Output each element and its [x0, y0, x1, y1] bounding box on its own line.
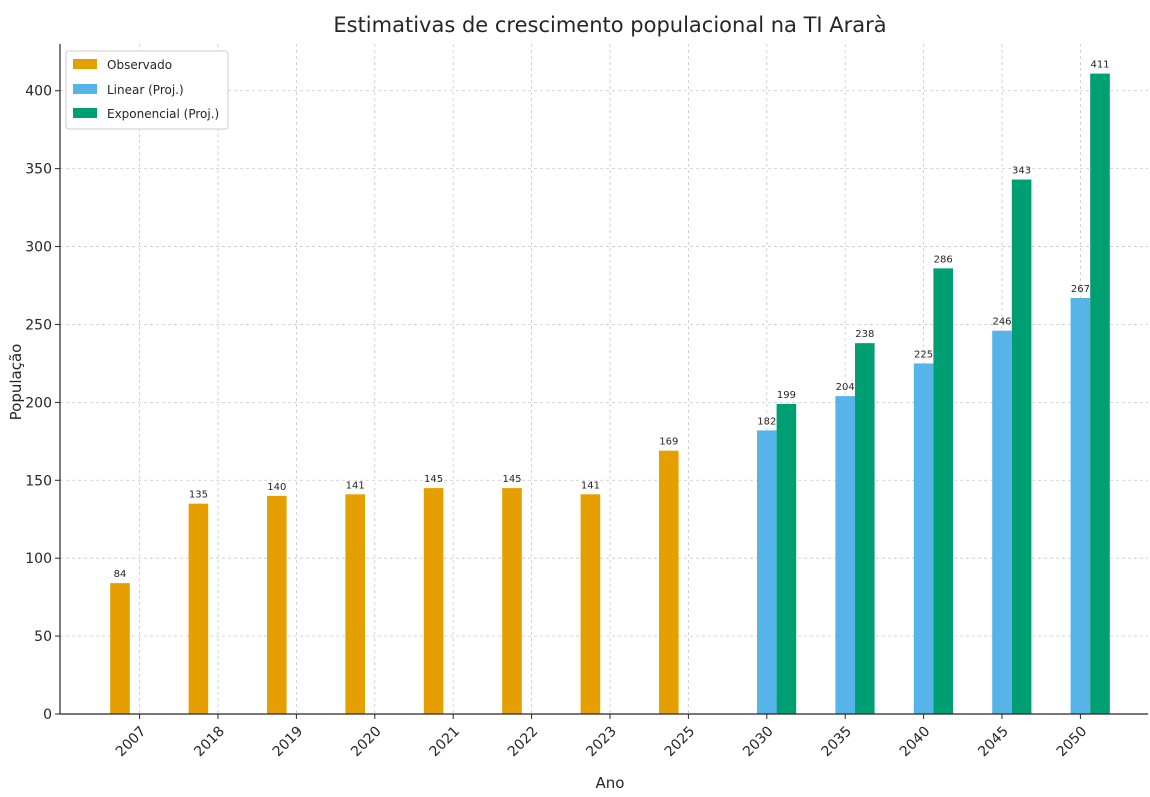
bar-value-label: 267: [1071, 284, 1090, 295]
x-tick-label: 2040: [897, 724, 934, 761]
y-tick-label: 250: [25, 317, 52, 333]
bar-value-label: 182: [757, 416, 776, 427]
x-tick-label: 2018: [191, 724, 228, 761]
y-tick-label: 50: [34, 629, 52, 645]
bar-linear: [1070, 297, 1091, 714]
x-tick-label: 2007: [113, 724, 150, 761]
legend-label-exponencial: Exponencial (Proj.): [107, 107, 219, 121]
bar-exponencial: [776, 403, 797, 714]
legend-swatch-linear: [73, 84, 97, 94]
bar-observado: [110, 583, 130, 714]
grid: [60, 44, 1148, 715]
bar-observado: [423, 488, 444, 714]
bar-exponencial: [933, 268, 953, 714]
y-tick-label: 150: [25, 473, 52, 489]
bar-exponencial: [855, 343, 875, 714]
bar-value-label: 135: [189, 490, 208, 501]
legend-swatch-exponencial: [73, 108, 97, 118]
legend-label-linear: Linear (Proj.): [107, 83, 184, 97]
x-tick-label: 2030: [740, 724, 777, 761]
bar-linear: [913, 363, 934, 714]
y-tick-label: 300: [25, 240, 52, 256]
bar-value-label: 225: [914, 349, 933, 360]
legend-box: [65, 50, 229, 130]
legend-swatch-observado: [73, 59, 97, 69]
x-tick-label: 2020: [348, 724, 385, 761]
bar-linear: [992, 330, 1012, 714]
bar-value-label: 204: [836, 382, 855, 393]
x-axis-label: Ano: [596, 774, 625, 792]
bar-value-label: 411: [1090, 60, 1109, 71]
bar-linear: [835, 396, 855, 714]
bars: [110, 73, 1110, 715]
bar-linear: [757, 430, 777, 714]
bar-observado: [267, 495, 287, 714]
chart-title: Estimativas de crescimento populacional …: [333, 13, 886, 37]
bar-observado: [188, 503, 209, 714]
x-tick-label: 2019: [270, 724, 307, 761]
bar-value-label: 246: [992, 317, 1011, 328]
bar-value-label: 169: [659, 437, 678, 448]
bar-value-label: 140: [267, 482, 286, 493]
y-tick-label: 400: [25, 84, 52, 100]
bar-value-label: 199: [777, 390, 796, 401]
x-tick-label: 2025: [662, 724, 699, 761]
bar-value-label: 145: [424, 474, 443, 485]
bar-exponencial: [1011, 179, 1032, 715]
bar-exponencial: [1090, 73, 1110, 714]
x-tick-label: 2022: [505, 724, 542, 761]
legend: Observado Linear (Proj.) Exponencial (Pr…: [65, 50, 229, 130]
y-tick-label: 200: [25, 395, 52, 411]
x-tick-label: 2045: [975, 724, 1012, 761]
x-tick-label: 2050: [1054, 724, 1091, 761]
bar-observado: [502, 488, 522, 714]
bar-observado: [659, 450, 679, 714]
bar-value-label: 286: [934, 254, 953, 265]
y-axis-label: População: [7, 344, 25, 421]
y-tick-label: 0: [43, 707, 52, 723]
bar-value-label: 84: [114, 569, 127, 580]
bar-value-label: 343: [1012, 166, 1031, 177]
bar-value-label: 141: [581, 480, 600, 491]
bar-value-label: 145: [502, 474, 521, 485]
bar-observado: [580, 494, 601, 714]
y-tick-label: 100: [25, 551, 52, 567]
bar-value-label: 141: [346, 480, 365, 491]
x-tick-label: 2021: [427, 724, 464, 761]
y-tick-label: 350: [25, 162, 52, 178]
bar-observado: [345, 494, 365, 714]
legend-label-observado: Observado: [107, 58, 172, 72]
bar-value-label: 238: [855, 329, 874, 340]
x-tick-label: 2023: [583, 724, 620, 761]
bar-value-labels: 84 135 140 141 145 145 141 169 182 199 204 238 225 28…: [114, 60, 1110, 581]
x-tick-label: 2035: [819, 724, 856, 761]
